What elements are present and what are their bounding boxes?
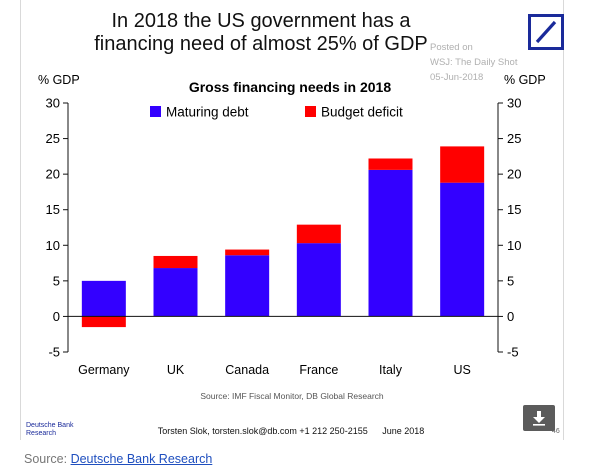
left-tick-label: 15: [46, 202, 60, 217]
footer-author-line: Torsten Slok, torsten.slok@db.com +1 212…: [20, 426, 562, 436]
bar-maturing-debt: [368, 169, 413, 317]
bar-chart: Gross financing needs in 2018 % GDP % GD…: [38, 73, 546, 401]
right-tick-label: 15: [507, 202, 521, 217]
category-label: UK: [167, 363, 185, 377]
axes-group: -5 -5 0 0 5 5 10 10 15 15 20 20 25 25 30 30 Germany UK Can…: [46, 96, 522, 378]
right-tick-label: 5: [507, 273, 514, 288]
right-tick-label: 20: [507, 167, 521, 182]
chart-legend: Maturing debt Budget deficit: [150, 105, 403, 120]
watermark-line-2: WSJ: The Daily Shot: [430, 57, 518, 68]
bar-maturing-debt: [225, 255, 270, 317]
watermark-line-3: 05-Jun-2018: [430, 72, 484, 83]
right-tick-label: 30: [507, 96, 521, 111]
right-tick-label: 10: [507, 238, 521, 253]
category-label: Italy: [379, 363, 403, 377]
right-tick-label: -5: [507, 345, 519, 360]
legend-label: Maturing debt: [166, 105, 249, 120]
left-tick-label: 20: [46, 167, 60, 182]
left-tick-label: 25: [46, 131, 60, 146]
chart-title: Gross financing needs in 2018: [189, 79, 392, 95]
chart-source-note: Source: IMF Fiscal Monitor, DB Global Re…: [200, 391, 384, 401]
headline-line-2: financing need of almost 25% of GDP: [94, 33, 428, 55]
download-arrow-icon: [533, 411, 545, 426]
category-label: France: [299, 363, 338, 377]
right-tick-label: 0: [507, 309, 514, 324]
left-tick-label: -5: [48, 345, 60, 360]
right-axis-label: % GDP: [504, 73, 546, 87]
left-tick-label: 30: [46, 96, 60, 111]
left-tick-label: 0: [53, 309, 60, 324]
footer-author: Torsten Slok, torsten.slok@db.com +1 212…: [157, 426, 368, 436]
footer-bank-name-line-2: Research: [26, 430, 56, 437]
legend-swatch: [305, 106, 316, 117]
legend-swatch: [150, 106, 161, 117]
bar-budget-deficit: [368, 158, 413, 170]
source-prefix: Source:: [24, 452, 71, 466]
deutsche-bank-logo-icon: [528, 14, 564, 50]
left-axis-label: % GDP: [38, 73, 80, 87]
download-button[interactable]: [523, 405, 555, 431]
bar-maturing-debt: [81, 280, 126, 317]
bar-budget-deficit: [81, 316, 126, 328]
left-tick-label: 5: [53, 273, 60, 288]
chart-headline: In 2018 the US government has a financin…: [80, 10, 442, 56]
right-tick-label: 25: [507, 131, 521, 146]
bars-group: [81, 146, 485, 328]
image-source-line: Source: Deutsche Bank Research: [24, 452, 212, 466]
footer-bank-name-line-1: Deutsche Bank: [26, 422, 74, 429]
bar-maturing-debt: [440, 182, 485, 317]
watermark: Posted on WSJ: The Daily Shot 05-Jun-201…: [430, 40, 520, 85]
source-link[interactable]: Deutsche Bank Research: [70, 452, 213, 466]
bar-budget-deficit: [225, 249, 270, 256]
bar-budget-deficit: [296, 224, 341, 244]
footer-bank-name: Deutsche Bank Research: [26, 422, 86, 438]
footer-date: June 2018: [382, 426, 425, 436]
headline-line-1: In 2018 the US government has a: [111, 10, 411, 32]
footer-page-number: 46: [552, 428, 560, 435]
watermark-line-1: Posted on: [430, 42, 473, 53]
category-label: Canada: [225, 363, 269, 377]
slide-footer: Deutsche Bank Research Torsten Slok, tor…: [20, 408, 562, 440]
category-label: US: [453, 363, 470, 377]
bar-maturing-debt: [296, 243, 341, 317]
left-tick-label: 10: [46, 238, 60, 253]
bar-maturing-debt: [153, 268, 198, 317]
category-label: Germany: [78, 363, 130, 377]
bar-budget-deficit: [440, 146, 485, 183]
legend-label: Budget deficit: [321, 105, 403, 120]
bar-budget-deficit: [153, 255, 198, 269]
